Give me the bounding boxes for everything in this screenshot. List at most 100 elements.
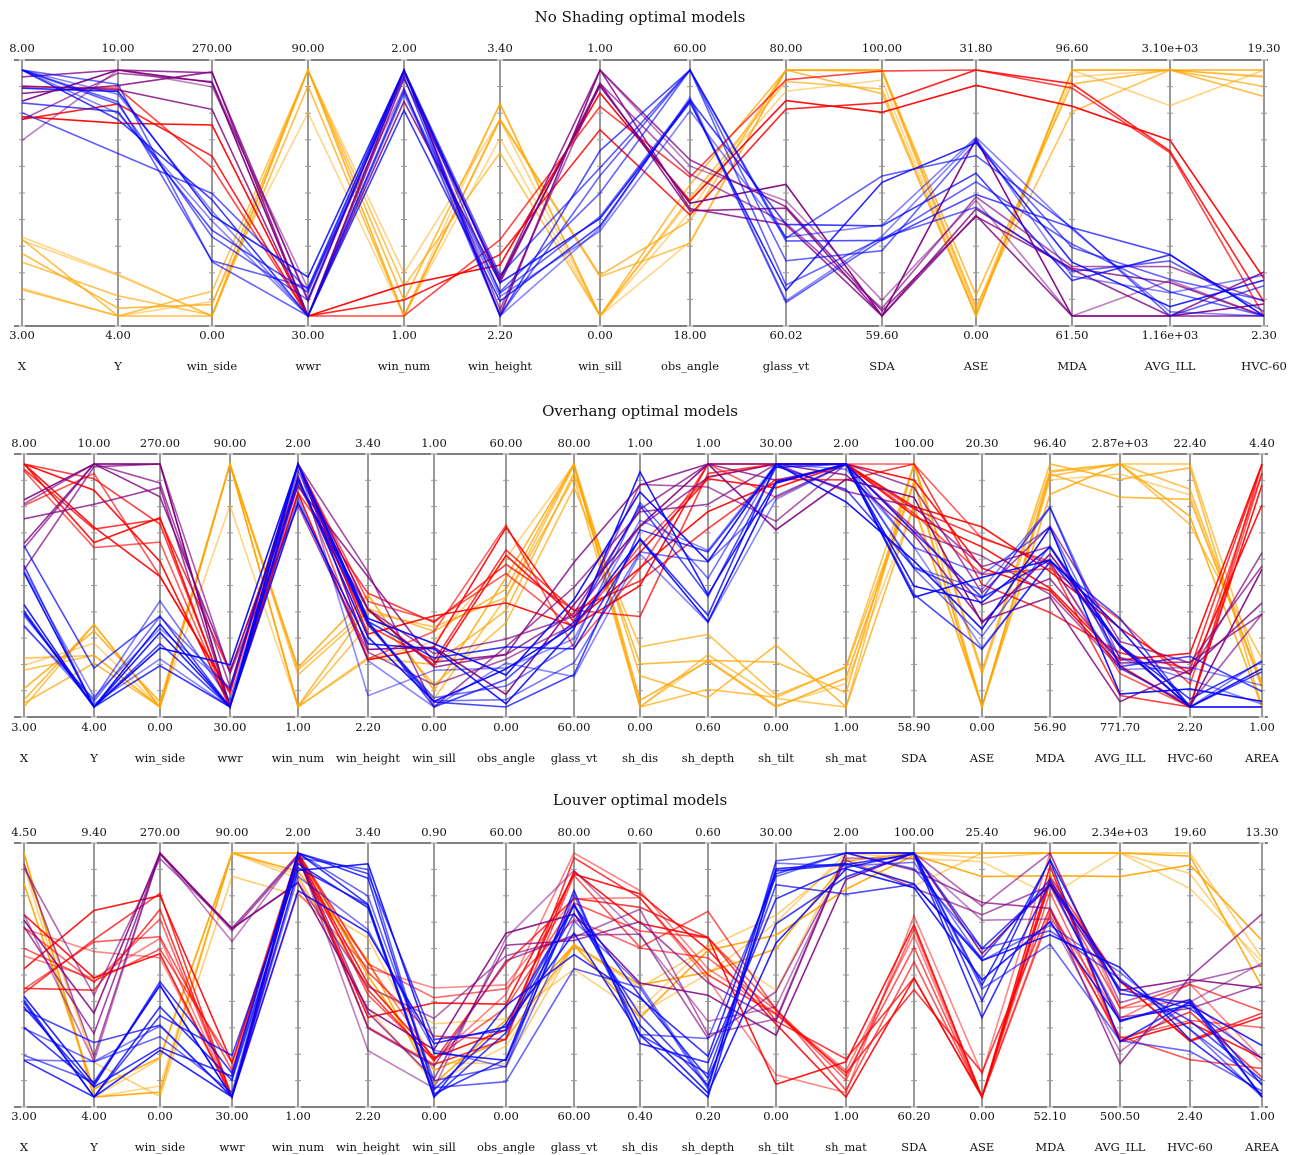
axis-max-label: 3.40 xyxy=(487,41,513,55)
axis-name-label: MDA xyxy=(1057,359,1087,373)
axis-min-label: 0.00 xyxy=(421,1109,447,1123)
series-lines xyxy=(23,461,1263,710)
axis-max-label: 8.00 xyxy=(9,41,35,55)
series-line-blue xyxy=(23,853,1263,1099)
axis-name-label: glass_vt xyxy=(551,751,598,765)
axis-max-label: 31.80 xyxy=(960,41,993,55)
axis-max-label: 100.00 xyxy=(862,41,902,55)
axis-min-label: 0.00 xyxy=(147,1109,173,1123)
axis-name-label: X xyxy=(20,751,29,765)
series-line-blue xyxy=(23,852,1263,1099)
axis-max-label: 60.00 xyxy=(490,436,523,450)
series-line-blue xyxy=(21,68,1265,308)
axis-name-label: ASE xyxy=(969,751,995,765)
axis-min-label: 4.00 xyxy=(81,720,107,734)
axis-max-label: 30.00 xyxy=(760,825,793,839)
axis-max-label: 4.50 xyxy=(11,825,37,839)
axis-max-label: 0.90 xyxy=(421,825,447,839)
axis-max-label: 0.60 xyxy=(627,825,653,839)
axis-max-label: 9.40 xyxy=(81,825,107,839)
axis-min-label: 0.00 xyxy=(587,328,613,342)
axis-min-label: 1.00 xyxy=(833,720,859,734)
series-line-orange xyxy=(21,67,1265,318)
series-line-blue xyxy=(21,68,1265,318)
series-line-red xyxy=(23,853,1263,1100)
axis-max-label: 1.00 xyxy=(587,41,613,55)
axis-name-label: wwr xyxy=(295,359,321,373)
series-line-purple xyxy=(23,462,1263,706)
axis-max-label: 80.00 xyxy=(770,41,803,55)
axis-name-label: Y xyxy=(89,751,98,765)
axis-min-label: 60.20 xyxy=(898,1109,931,1123)
axis-max-label: 2.87e+03 xyxy=(1092,436,1149,450)
series-lines xyxy=(21,67,1265,319)
axis-name-label: sh_dis xyxy=(622,751,658,765)
axis-max-label: 3.40 xyxy=(355,436,381,450)
axis-min-label: 0.00 xyxy=(199,328,225,342)
axis-name-label: ASE xyxy=(963,359,989,373)
axis-max-label: 80.00 xyxy=(558,436,591,450)
axis-name-label: win_height xyxy=(336,1140,400,1154)
axis-name-label: win_side xyxy=(187,359,238,373)
axis-min-label: 2.20 xyxy=(487,328,513,342)
axis-name-label: obs_angle xyxy=(477,1140,535,1154)
series-line-blue xyxy=(23,851,1263,1096)
axis-max-label: 22.40 xyxy=(1174,436,1207,450)
axis-min-label: 0.00 xyxy=(627,720,653,734)
axis-min-label: 61.50 xyxy=(1056,328,1089,342)
axis-max-label: 96.40 xyxy=(1034,436,1067,450)
axis-max-label: 2.00 xyxy=(833,825,859,839)
axis-min-label: 0.00 xyxy=(147,720,173,734)
series-line-blue xyxy=(23,461,1263,709)
axis-min-label: 60.00 xyxy=(558,1109,591,1123)
chart-panel-1: No Shading optimal models 8.00 3.00 X 10.00 4… xyxy=(9,8,1287,373)
axis-max-label: 90.00 xyxy=(292,41,325,55)
axis-min-label: 3.00 xyxy=(11,720,37,734)
axis-min-label: 2.20 xyxy=(355,720,381,734)
axis-name-label: HVC-60 xyxy=(1241,359,1287,373)
axis-name-label: Y xyxy=(89,1140,98,1154)
axis-name-label: HVC-60 xyxy=(1167,751,1213,765)
axis-min-label: 500.50 xyxy=(1100,1109,1140,1123)
axis-min-label: 0.00 xyxy=(763,720,789,734)
axis-name-label: sh_tilt xyxy=(758,751,794,765)
axis-name-label: win_num xyxy=(272,751,324,765)
axis-max-label: 270.00 xyxy=(140,436,180,450)
axis-min-label: 771.70 xyxy=(1100,720,1140,734)
axis-name-label: ASE xyxy=(969,1140,995,1154)
axis-min-label: 0.00 xyxy=(763,1109,789,1123)
axis-min-label: 1.00 xyxy=(833,1109,859,1123)
axis-name-label: Y xyxy=(113,359,122,373)
axis-min-label: 0.00 xyxy=(969,1109,995,1123)
series-line-blue xyxy=(21,67,1265,318)
axis-max-label: 100.00 xyxy=(894,825,934,839)
axis-name-label: MDA xyxy=(1035,1140,1065,1154)
axis-min-label: 52.10 xyxy=(1034,1109,1067,1123)
axis-max-label: 270.00 xyxy=(192,41,232,55)
axis-name-label: glass_vt xyxy=(551,1140,598,1154)
axis-max-label: 10.00 xyxy=(78,436,111,450)
axis-max-label: 100.00 xyxy=(894,436,934,450)
axis-max-label: 96.60 xyxy=(1056,41,1089,55)
axis-max-label: 25.40 xyxy=(966,825,999,839)
axis-max-label: 19.30 xyxy=(1248,41,1281,55)
chart-title: No Shading optimal models xyxy=(535,8,746,26)
axis-max-label: 0.60 xyxy=(695,825,721,839)
axis-name-label: sh_mat xyxy=(825,751,867,765)
axis-min-label: 4.00 xyxy=(105,328,131,342)
axis-min-label: 0.60 xyxy=(695,720,721,734)
axis-name-label: X xyxy=(18,359,27,373)
axis-name-label: win_height xyxy=(468,359,532,373)
series-line-red xyxy=(21,69,1265,317)
axis-min-label: 2.30 xyxy=(1251,328,1277,342)
axis-name-label: win_num xyxy=(272,1140,324,1154)
axis-max-label: 1.00 xyxy=(695,436,721,450)
axis-name-label: AVG_ILL xyxy=(1094,751,1146,765)
series-line-blue xyxy=(23,862,1263,1099)
series-lines xyxy=(23,850,1263,1100)
series-line-red xyxy=(21,69,1265,317)
series-line-blue xyxy=(23,461,1263,708)
series-line-blue xyxy=(21,69,1265,318)
axis-min-label: 0.00 xyxy=(493,1109,519,1123)
series-line-blue xyxy=(21,69,1265,318)
